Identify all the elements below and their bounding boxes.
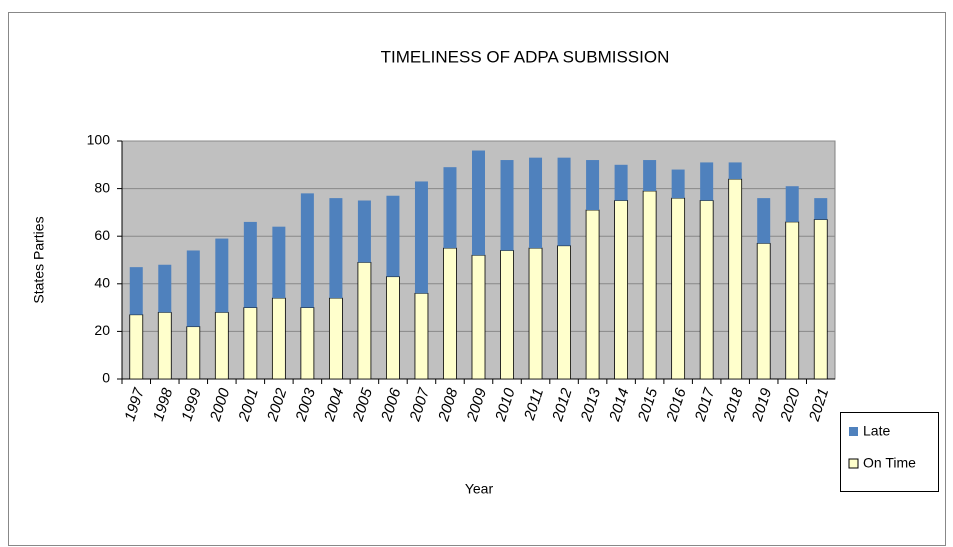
bar — [557, 157, 571, 246]
bar — [500, 250, 514, 380]
bar — [357, 261, 372, 380]
bar — [300, 193, 314, 308]
bar — [700, 162, 714, 201]
y-tick-label: 100 — [87, 132, 111, 148]
bar — [756, 242, 771, 380]
bar — [443, 247, 457, 380]
y-tick-label: 20 — [94, 322, 110, 338]
bar — [186, 250, 200, 327]
bar — [386, 276, 400, 380]
legend-label: Late — [863, 423, 890, 439]
bar — [529, 157, 543, 249]
legend-swatch — [848, 458, 859, 469]
bar — [357, 200, 371, 263]
bar — [642, 190, 657, 380]
bar — [671, 169, 685, 199]
bar — [129, 267, 143, 315]
bar — [500, 160, 514, 251]
chart-title: TIMELINESS OF ADPA SUBMISSION — [381, 47, 670, 66]
bar — [472, 150, 485, 256]
bar — [215, 238, 229, 313]
bar — [158, 264, 172, 313]
bar — [785, 221, 800, 380]
bar — [443, 167, 457, 249]
bar — [757, 198, 771, 244]
bar — [186, 326, 201, 380]
bar — [129, 314, 144, 380]
bar — [643, 160, 657, 191]
bar — [329, 198, 343, 299]
bar — [671, 197, 686, 380]
bar — [813, 219, 828, 380]
bar — [586, 160, 600, 211]
bar — [414, 181, 428, 294]
y-tick-label: 0 — [102, 370, 110, 386]
y-tick-label: 80 — [94, 179, 110, 195]
y-axis-label: States Parties — [31, 216, 47, 303]
bar — [272, 226, 286, 299]
bar — [557, 245, 571, 380]
legend-box — [840, 412, 939, 492]
bar — [471, 254, 486, 380]
bar — [728, 162, 742, 180]
bar — [214, 311, 229, 380]
legend-label: On Time — [863, 455, 916, 471]
bar — [585, 209, 600, 380]
legend-swatch — [849, 427, 858, 436]
bar — [243, 221, 257, 308]
bar — [243, 307, 258, 380]
bar — [328, 297, 343, 380]
bar — [300, 307, 315, 380]
bar — [528, 247, 543, 380]
bar — [728, 178, 743, 380]
bar — [614, 164, 628, 201]
bar — [386, 195, 400, 277]
y-tick-label: 40 — [94, 275, 110, 291]
y-tick-label: 60 — [94, 227, 110, 243]
bar — [271, 297, 286, 380]
bar — [814, 198, 828, 220]
bar — [157, 311, 172, 380]
bar — [414, 292, 429, 380]
bar — [614, 200, 628, 380]
bar — [699, 200, 714, 380]
bar — [785, 186, 799, 222]
x-axis-label: Year — [465, 481, 494, 497]
